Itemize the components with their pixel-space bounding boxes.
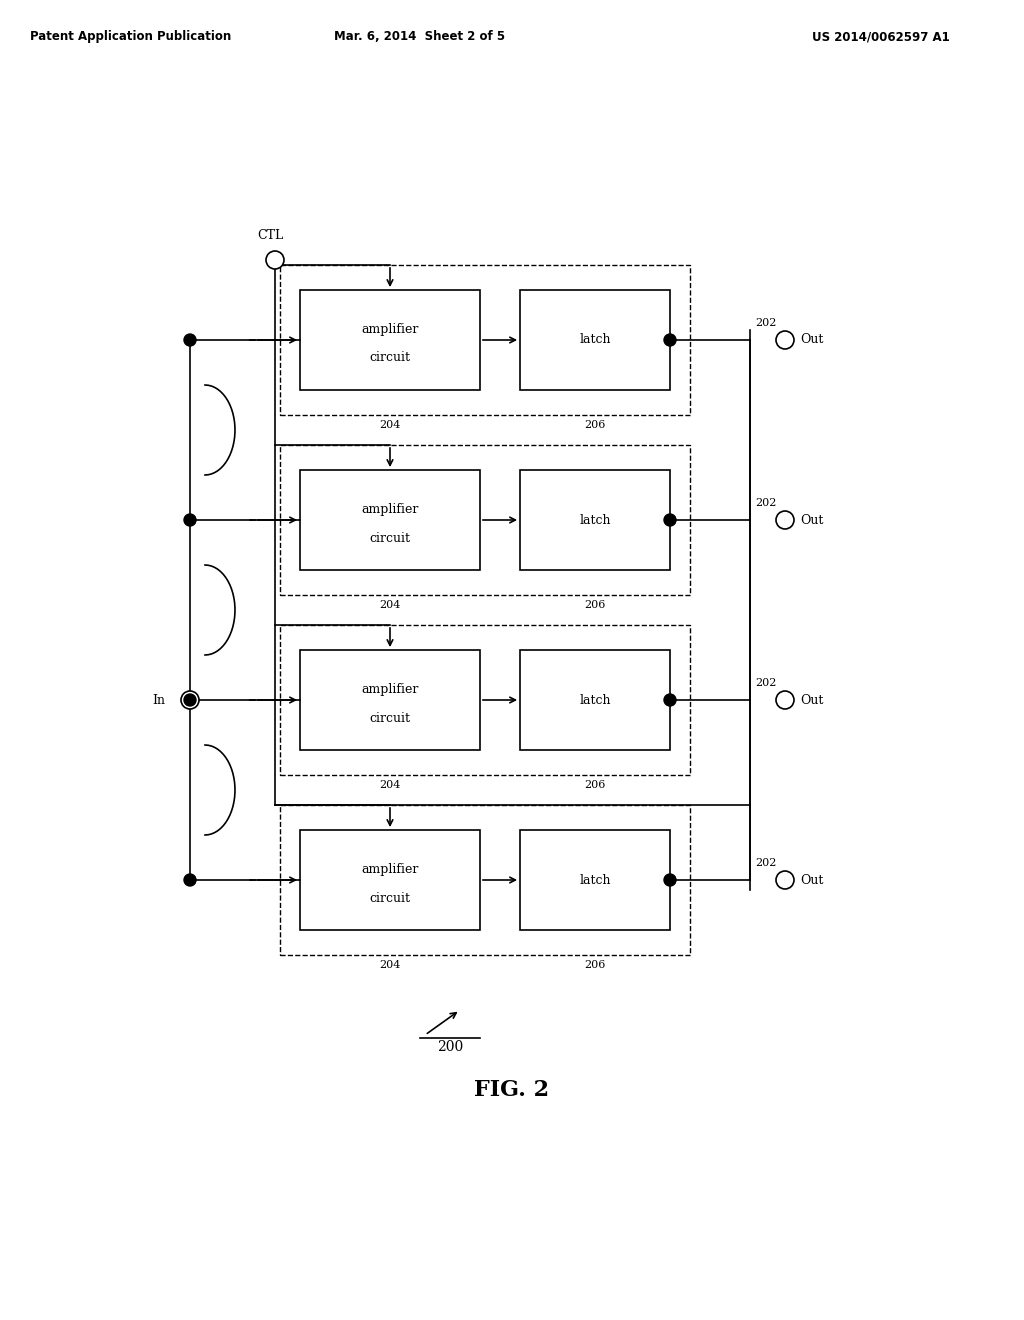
Text: 204: 204	[379, 601, 400, 610]
Circle shape	[664, 874, 676, 886]
Text: 202: 202	[755, 858, 776, 869]
Text: 204: 204	[379, 780, 400, 789]
Circle shape	[776, 871, 794, 888]
Text: latch: latch	[580, 334, 610, 346]
FancyBboxPatch shape	[520, 290, 670, 389]
Text: 202: 202	[755, 498, 776, 508]
Text: amplifier: amplifier	[361, 684, 419, 697]
Text: CTL: CTL	[257, 228, 283, 242]
Text: amplifier: amplifier	[361, 323, 419, 337]
Text: circuit: circuit	[370, 891, 411, 904]
Text: 204: 204	[379, 960, 400, 970]
Text: In: In	[152, 693, 165, 706]
Text: Out: Out	[800, 693, 823, 706]
Circle shape	[776, 511, 794, 529]
Text: Out: Out	[800, 513, 823, 527]
Circle shape	[664, 334, 676, 346]
Circle shape	[266, 251, 284, 269]
Text: 204: 204	[379, 420, 400, 430]
Text: 202: 202	[755, 678, 776, 688]
Text: 202: 202	[755, 318, 776, 327]
FancyBboxPatch shape	[300, 649, 480, 750]
Text: latch: latch	[580, 513, 610, 527]
Text: 206: 206	[585, 960, 605, 970]
Circle shape	[184, 874, 196, 886]
FancyBboxPatch shape	[520, 830, 670, 931]
Circle shape	[664, 513, 676, 525]
Text: 206: 206	[585, 601, 605, 610]
FancyBboxPatch shape	[300, 830, 480, 931]
Text: amplifier: amplifier	[361, 863, 419, 876]
Circle shape	[776, 331, 794, 348]
Text: Out: Out	[800, 874, 823, 887]
Text: circuit: circuit	[370, 351, 411, 364]
Text: US 2014/0062597 A1: US 2014/0062597 A1	[812, 30, 950, 44]
FancyBboxPatch shape	[520, 649, 670, 750]
Text: circuit: circuit	[370, 711, 411, 725]
Circle shape	[184, 513, 196, 525]
Circle shape	[664, 694, 676, 706]
Text: Out: Out	[800, 334, 823, 346]
Text: latch: latch	[580, 874, 610, 887]
Text: FIG. 2: FIG. 2	[474, 1078, 550, 1101]
Circle shape	[184, 334, 196, 346]
FancyBboxPatch shape	[300, 470, 480, 570]
Text: 200: 200	[437, 1040, 463, 1053]
FancyBboxPatch shape	[520, 470, 670, 570]
Circle shape	[184, 694, 196, 706]
FancyBboxPatch shape	[300, 290, 480, 389]
Text: amplifier: amplifier	[361, 503, 419, 516]
Text: Mar. 6, 2014  Sheet 2 of 5: Mar. 6, 2014 Sheet 2 of 5	[335, 30, 506, 44]
Circle shape	[181, 690, 199, 709]
Text: circuit: circuit	[370, 532, 411, 544]
Circle shape	[776, 690, 794, 709]
Text: 206: 206	[585, 780, 605, 789]
Text: 206: 206	[585, 420, 605, 430]
Text: latch: latch	[580, 693, 610, 706]
Text: Patent Application Publication: Patent Application Publication	[30, 30, 231, 44]
